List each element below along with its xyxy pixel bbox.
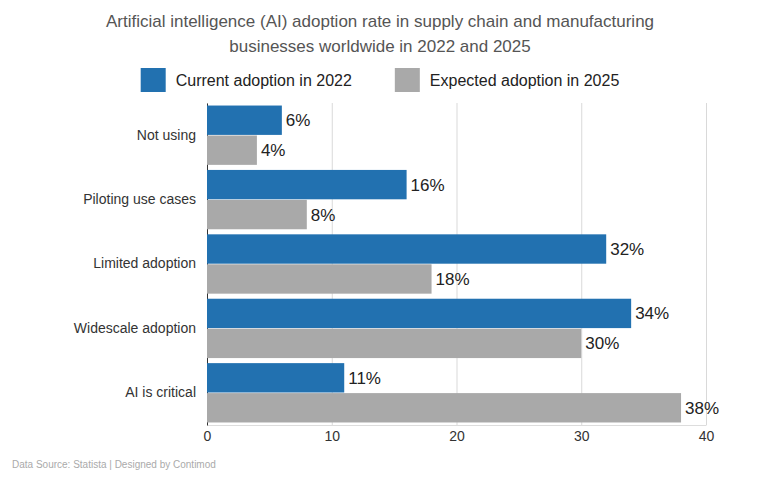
chart-container: Artificial intelligence (AI) adoption ra…: [0, 0, 760, 480]
category-label: Not using: [137, 127, 196, 143]
grid-line: [581, 103, 582, 425]
category-label: Limited adoption: [93, 255, 196, 271]
legend-item: Current adoption in 2022: [141, 68, 352, 92]
y-tick: AI is critical: [125, 384, 207, 400]
chart: Artificial intelligence (AI) adoption ra…: [0, 0, 760, 480]
bar: [207, 234, 606, 263]
bar: [207, 363, 344, 392]
data-label: 18%: [436, 270, 470, 289]
bar: [207, 264, 432, 293]
bar: [207, 393, 681, 422]
data-label: 34%: [635, 304, 669, 323]
bars: [207, 106, 681, 423]
legend-item: Expected adoption in 2025: [395, 68, 620, 92]
y-axis: Not using Piloting use cases Limited adopt…: [74, 104, 208, 426]
legend-label: Current adoption in 2022: [176, 72, 352, 89]
x-tick: 30: [574, 103, 590, 444]
data-label: 11%: [348, 369, 381, 388]
x-tick-label: 20: [449, 428, 465, 444]
y-tick: Widescale adoption: [74, 320, 207, 336]
data-label: 8%: [311, 206, 336, 225]
x-tick-label: 0: [204, 428, 212, 444]
data-label: 38%: [685, 399, 719, 418]
legend-swatch: [141, 68, 166, 92]
x-axis-line: [208, 425, 707, 426]
data-label: 16%: [411, 176, 445, 195]
x-tick-label: 30: [574, 428, 590, 444]
x-tick-label: 40: [699, 428, 715, 444]
bar: [207, 299, 631, 328]
bar: [207, 135, 257, 164]
grid-line: [457, 103, 458, 425]
data-label: 4%: [261, 141, 286, 160]
x-tick: 40: [699, 103, 715, 444]
category-label: Piloting use cases: [83, 191, 196, 207]
data-label: 32%: [610, 240, 644, 259]
x-axis: 0 10 20 30 40: [204, 103, 715, 444]
legend: Current adoption in 2022 Expected adoptio…: [141, 68, 620, 92]
title: Artificial intelligence (AI) adoption ra…: [106, 12, 654, 56]
grid-line: [706, 103, 707, 425]
title-line: businesses worldwide in 2022 and 2025: [229, 37, 530, 56]
bar: [207, 200, 307, 229]
bar: [207, 170, 407, 199]
legend-label: Expected adoption in 2025: [430, 72, 620, 89]
y-tick: Not using: [137, 127, 207, 143]
title-line: Artificial intelligence (AI) adoption ra…: [106, 12, 654, 31]
x-tick-label: 10: [324, 428, 340, 444]
category-label: Widescale adoption: [74, 320, 196, 336]
data-label: 6%: [286, 111, 311, 130]
bar: [207, 106, 282, 135]
data-labels: 6% 16% 32% 34% 11% 4% 8% 18% 30% 38%: [261, 111, 719, 418]
legend-swatch: [395, 68, 420, 92]
y-tick: Limited adoption: [93, 255, 207, 271]
data-label: 30%: [585, 334, 619, 353]
bar: [207, 329, 581, 358]
category-label: AI is critical: [125, 384, 196, 400]
source: Data Source: Statista | Designed by Cont…: [12, 459, 216, 470]
y-tick: Piloting use cases: [83, 191, 207, 207]
